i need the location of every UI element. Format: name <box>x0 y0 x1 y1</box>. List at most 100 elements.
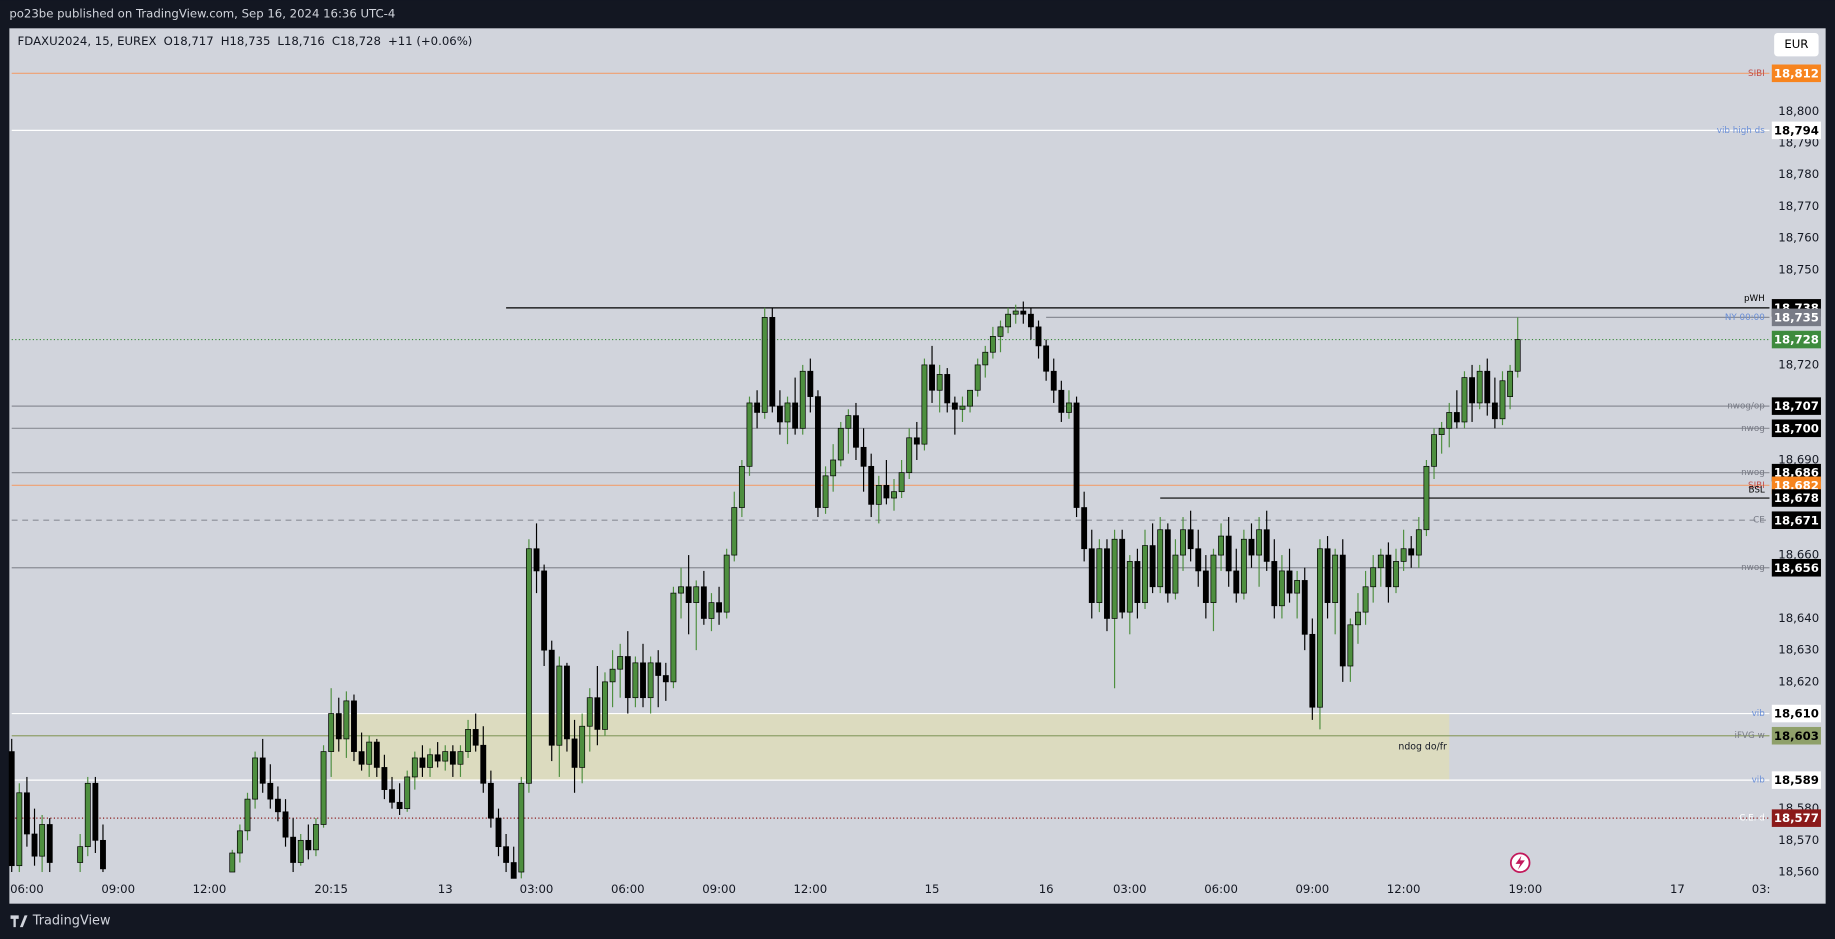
candle-body <box>921 364 928 445</box>
candle-body <box>959 405 966 410</box>
level-label: nwog/op <box>1727 402 1765 412</box>
candle-body <box>480 744 487 784</box>
candle-body <box>853 415 859 448</box>
candle-body <box>244 798 251 832</box>
candle-body <box>328 713 335 752</box>
candle-body <box>1149 545 1156 588</box>
price-tag <box>1771 809 1821 827</box>
candle-body <box>1134 561 1141 603</box>
candle-body <box>92 782 99 841</box>
candle-body <box>830 459 837 477</box>
currency: EUR <box>1784 37 1808 51</box>
candle-body <box>457 751 464 765</box>
candle-body <box>1066 402 1072 413</box>
candle-body <box>967 389 973 407</box>
candle-body <box>624 656 631 699</box>
candle-body <box>1362 586 1369 613</box>
candle-body <box>632 662 639 699</box>
candle-body <box>1225 535 1232 572</box>
candle-body <box>769 317 776 407</box>
candle-body <box>1172 554 1179 594</box>
candle-body <box>837 427 844 461</box>
candle-body <box>1263 529 1270 562</box>
candle-body <box>1096 548 1103 603</box>
high: H18,735 <box>221 34 271 48</box>
candle-body <box>746 402 753 467</box>
candle-body <box>1309 633 1316 708</box>
candle-body <box>1043 345 1050 372</box>
candle-body <box>343 700 350 740</box>
y-tick-label: 18,660 <box>1778 548 1819 562</box>
level-label: SIBI <box>1748 481 1765 491</box>
candle-body <box>1035 326 1042 347</box>
price-tag <box>1771 771 1821 789</box>
candle-body <box>229 852 236 873</box>
candle-body <box>381 767 388 790</box>
candle-body <box>1301 580 1308 635</box>
candle-body <box>404 776 411 809</box>
candle-body <box>290 836 297 863</box>
candle-body <box>883 484 890 499</box>
change: +11 (+0.06%) <box>388 34 472 48</box>
candle-body <box>1507 370 1514 397</box>
price-tag-label: 18,671 <box>1774 513 1819 527</box>
candle-body <box>282 811 289 838</box>
candle-body <box>366 741 373 765</box>
brand-name: TradingView <box>32 914 111 929</box>
candle-body <box>792 402 799 429</box>
candle-body <box>1446 412 1453 429</box>
candle-body <box>411 757 418 778</box>
candle-body <box>784 402 791 423</box>
x-tick-label: 17 <box>1670 882 1685 896</box>
y-tick-label: 18,720 <box>1778 357 1819 371</box>
x-tick-label: 09:00 <box>702 882 736 896</box>
candle-body <box>1324 548 1331 603</box>
candle-body <box>100 839 106 870</box>
price-tag-label: 18,707 <box>1774 399 1819 413</box>
currency-button[interactable] <box>1774 32 1819 57</box>
candle-body <box>31 833 38 857</box>
alert-icon[interactable] <box>1509 852 1531 873</box>
price-tag-label: 18,656 <box>1774 561 1819 575</box>
candle-body <box>434 754 441 762</box>
candle-body <box>259 757 266 784</box>
price-tag <box>1771 726 1821 745</box>
candle-body <box>1415 529 1422 556</box>
y-tick-label: 18,780 <box>1778 167 1819 181</box>
candle-body <box>655 662 662 676</box>
candle-body <box>518 782 525 873</box>
candle-body <box>351 700 357 752</box>
level-label: BSL <box>1748 485 1764 495</box>
candle-body <box>807 370 814 397</box>
candle-body <box>487 782 494 819</box>
price-tag-label: 18,610 <box>1774 707 1819 721</box>
candle-body <box>640 662 646 699</box>
candle-body <box>525 548 532 784</box>
candle-body <box>1180 529 1186 556</box>
candle-body <box>609 668 616 683</box>
candle-body <box>891 491 897 499</box>
candle-body <box>693 586 700 603</box>
price-tag-label: 18,700 <box>1774 421 1819 435</box>
x-tick-label: 03:00 <box>520 882 554 896</box>
candle-body <box>1005 313 1012 328</box>
brand: TradingView <box>10 914 111 929</box>
y-tick-label: 18,620 <box>1778 674 1819 688</box>
candle-body <box>1423 465 1430 531</box>
candle-body <box>252 757 259 800</box>
y-tick-label: 18,750 <box>1778 262 1819 276</box>
low: L18,716 <box>277 34 324 48</box>
candle-body <box>1294 580 1301 594</box>
candle-body <box>236 830 243 854</box>
candle-body <box>913 437 920 445</box>
price-tag <box>1771 558 1821 577</box>
candle-body <box>929 364 935 391</box>
candle-body <box>1438 427 1445 435</box>
candle-body <box>822 475 829 508</box>
symbol: FDAXU2024, 15, EUREX <box>18 34 157 48</box>
candle-body <box>313 824 319 851</box>
candle-body <box>510 862 517 879</box>
candle-body <box>1355 611 1361 626</box>
candle-body <box>1339 554 1346 667</box>
candle-body <box>860 446 867 467</box>
